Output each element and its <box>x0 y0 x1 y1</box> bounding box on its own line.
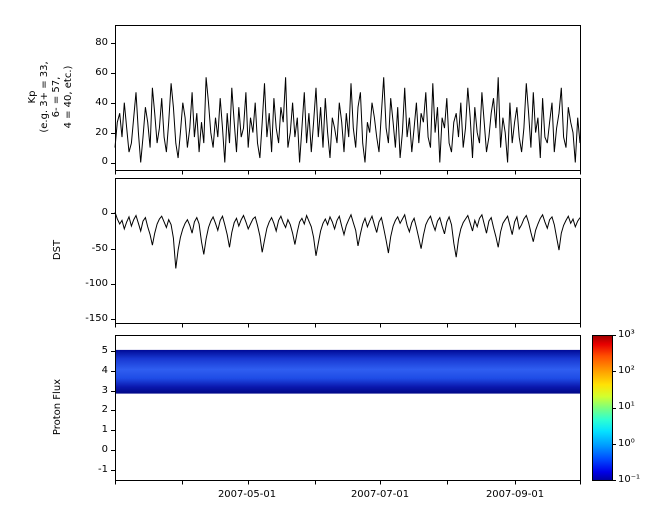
pf-ytick-3: 3 <box>101 385 108 396</box>
kp-axis-label-line1: Kp <box>27 90 38 104</box>
pf-ytick-2: 2 <box>101 404 108 415</box>
kp-ytick-40: 40 <box>95 97 108 108</box>
kp-ytick-60: 60 <box>95 67 108 78</box>
dst-frame <box>115 178 581 324</box>
proton-flux-frame <box>115 335 581 481</box>
cbtick-1e2: 10² <box>618 365 635 376</box>
kp-ytick-20: 20 <box>95 127 108 138</box>
dst-ytick-150: -150 <box>85 313 108 324</box>
dst-ytick-50: -50 <box>91 243 108 254</box>
kp-series <box>114 77 581 163</box>
cbtick-1e1: 10¹ <box>618 401 635 412</box>
dst-ytick-100: -100 <box>85 278 108 289</box>
kp-axis-label-line3: 6- = 57, <box>51 76 62 118</box>
pf-ytick-5: 5 <box>101 345 108 356</box>
proton-flux-axis-label: Proton Flux <box>52 378 63 436</box>
kp-ytick-80: 80 <box>95 37 108 48</box>
cbtick-1e0: 10⁰ <box>618 438 635 449</box>
colorbar <box>592 335 613 481</box>
xtick-2007-09-01: 2007-09-01 <box>485 489 545 500</box>
pf-ytick-4: 4 <box>101 365 108 376</box>
proton-flux-band <box>115 349 580 394</box>
cbtick-1e3: 10³ <box>618 329 635 340</box>
dst-ytick-0: 0 <box>101 207 108 218</box>
pf-ytick-0: 0 <box>101 444 108 455</box>
kp-frame <box>115 25 581 171</box>
dst-series <box>114 211 581 269</box>
kp-axis-label-line2: (e.g. 3+ = 33, <box>39 61 50 133</box>
kp-ytick-0: 0 <box>101 156 108 167</box>
xtick-2007-07-01: 2007-07-01 <box>350 489 410 500</box>
cbtick-1em1: 10⁻¹ <box>618 474 641 485</box>
pf-ytick-m1: -1 <box>98 464 108 475</box>
pf-ytick-1: 1 <box>101 424 108 435</box>
xtick-2007-05-01: 2007-05-01 <box>217 489 277 500</box>
dst-axis-label: DST <box>52 239 63 261</box>
